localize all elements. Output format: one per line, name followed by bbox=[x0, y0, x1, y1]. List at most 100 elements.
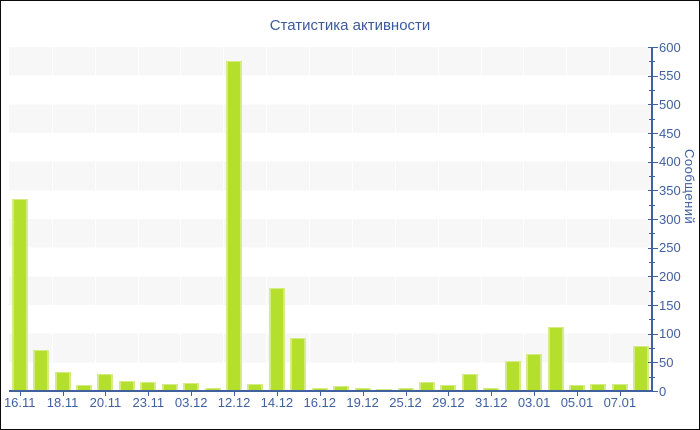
bar bbox=[483, 388, 500, 391]
x-tick bbox=[448, 392, 450, 396]
y-tick-label: 0 bbox=[659, 383, 667, 399]
x-tick-label: 14.12 bbox=[260, 395, 294, 410]
bar bbox=[397, 387, 414, 391]
bar bbox=[333, 386, 350, 391]
vertical-gridline bbox=[437, 47, 439, 391]
bar bbox=[440, 384, 457, 391]
y-major-tick bbox=[648, 190, 658, 192]
bar bbox=[140, 381, 157, 391]
y-minor-tick bbox=[649, 90, 655, 91]
x-tick-label: 20.11 bbox=[89, 395, 122, 410]
y-tick-label: 150 bbox=[659, 297, 681, 313]
bar bbox=[161, 384, 178, 391]
y-major-tick bbox=[648, 333, 658, 335]
y-tick-label: 200 bbox=[659, 268, 681, 284]
x-tick bbox=[534, 392, 536, 396]
y-major-tick bbox=[648, 391, 658, 392]
x-tick-label: 05.01 bbox=[560, 395, 594, 410]
x-tick-label: 25.12 bbox=[389, 395, 422, 410]
y-minor-tick bbox=[649, 376, 655, 378]
bar bbox=[97, 374, 114, 391]
x-tick bbox=[319, 392, 321, 396]
y-tick-label: 250 bbox=[659, 240, 681, 256]
vertical-gridline bbox=[309, 47, 311, 391]
x-tick bbox=[148, 392, 150, 396]
bar bbox=[290, 337, 307, 391]
y-major-tick bbox=[648, 305, 658, 306]
y-tick-label: 600 bbox=[659, 39, 681, 55]
y-minor-tick bbox=[649, 290, 655, 292]
y-major-tick bbox=[648, 47, 658, 48]
vertical-gridline bbox=[566, 47, 568, 391]
vertical-gridline bbox=[94, 47, 96, 391]
bar bbox=[461, 373, 478, 391]
bar bbox=[54, 371, 71, 391]
bar bbox=[504, 361, 521, 391]
x-tick-label: 23.11 bbox=[132, 395, 165, 410]
y-tick-label: 550 bbox=[659, 68, 681, 84]
x-tick-label: 18.11 bbox=[46, 395, 79, 410]
bar bbox=[526, 354, 543, 391]
y-axis-title: Сообщений bbox=[682, 149, 697, 225]
bar bbox=[226, 61, 243, 391]
x-tick bbox=[619, 392, 621, 396]
x-tick bbox=[405, 392, 407, 396]
x-tick bbox=[576, 392, 578, 396]
vertical-gridline bbox=[609, 47, 611, 391]
y-minor-tick bbox=[649, 319, 655, 321]
vertical-gridline bbox=[137, 47, 139, 391]
vertical-gridline bbox=[51, 47, 53, 391]
x-tick-label: 16.11 bbox=[3, 395, 36, 410]
x-tick-label: 19.12 bbox=[346, 395, 379, 410]
x-tick bbox=[362, 392, 364, 396]
y-major-tick bbox=[648, 247, 658, 249]
x-tick-label: 03.12 bbox=[174, 395, 208, 410]
bar bbox=[354, 387, 371, 391]
bar bbox=[11, 198, 28, 391]
x-tick bbox=[234, 392, 236, 396]
y-minor-tick bbox=[649, 61, 655, 63]
vertical-gridline bbox=[394, 47, 396, 391]
bar bbox=[311, 388, 328, 391]
y-tick-label: 500 bbox=[659, 96, 681, 112]
y-minor-tick bbox=[649, 118, 655, 120]
vertical-gridline bbox=[180, 47, 182, 391]
bar bbox=[547, 326, 564, 391]
x-tick-label: 31.12 bbox=[474, 395, 508, 410]
vertical-gridline bbox=[480, 47, 482, 391]
bar bbox=[418, 381, 435, 391]
chart-title: Статистика активности bbox=[269, 17, 431, 34]
bar bbox=[568, 385, 585, 391]
x-tick bbox=[19, 392, 21, 396]
y-tick-label: 50 bbox=[659, 354, 674, 370]
bar bbox=[268, 287, 285, 391]
x-axis-line bbox=[9, 390, 652, 392]
y-major-tick bbox=[648, 362, 658, 364]
vertical-gridline bbox=[223, 47, 225, 391]
y-tick-label: 400 bbox=[659, 154, 681, 170]
y-tick-label: 350 bbox=[659, 182, 681, 198]
x-tick bbox=[191, 392, 193, 396]
bar bbox=[118, 380, 135, 391]
x-tick-label: 12.12 bbox=[217, 395, 251, 410]
x-tick-label: 29.12 bbox=[432, 395, 465, 410]
x-tick-label: 16.12 bbox=[303, 395, 337, 410]
x-tick bbox=[491, 392, 493, 396]
bar bbox=[247, 384, 264, 391]
y-major-tick bbox=[648, 276, 658, 278]
bar bbox=[376, 388, 393, 391]
x-tick bbox=[276, 392, 278, 396]
bar bbox=[33, 349, 50, 391]
x-tick-label: 03.01 bbox=[517, 395, 551, 410]
bar bbox=[611, 384, 628, 391]
y-major-tick bbox=[648, 161, 658, 163]
y-major-tick bbox=[648, 75, 658, 77]
y-minor-tick bbox=[649, 147, 655, 149]
bar bbox=[183, 382, 200, 391]
plot-area bbox=[9, 47, 652, 391]
y-major-tick bbox=[648, 104, 658, 106]
bar bbox=[590, 384, 607, 391]
x-tick bbox=[62, 392, 64, 396]
y-tick-label: 300 bbox=[659, 211, 681, 227]
